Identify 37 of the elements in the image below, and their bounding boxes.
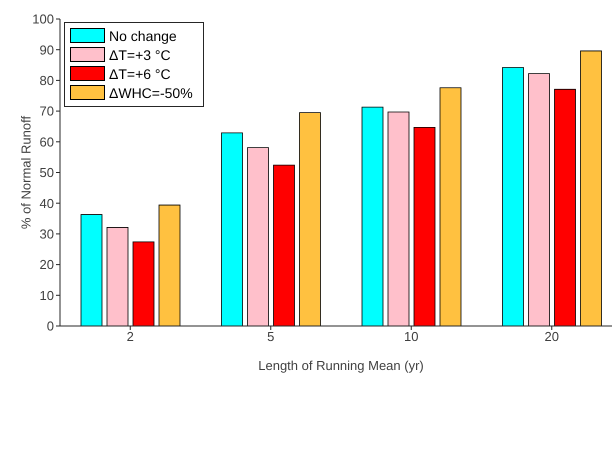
x-axis-title: Length of Running Mean (yr) <box>258 358 424 373</box>
y-axis-title: % of Normal Runoff <box>18 116 34 230</box>
bar <box>440 87 462 326</box>
bar <box>554 88 576 326</box>
bar <box>106 227 128 326</box>
y-tick-label: 70 <box>40 104 54 119</box>
bar <box>158 204 180 326</box>
legend-label: ΔWHC=-50% <box>109 84 193 100</box>
bar <box>247 147 269 326</box>
y-tick-label: 30 <box>40 226 54 242</box>
bar <box>388 112 410 326</box>
y-tick-label: 80 <box>40 73 54 88</box>
y-tick-label: 10 <box>40 288 54 303</box>
y-tick-label: 100 <box>32 12 54 27</box>
bar <box>362 106 384 326</box>
y-tick-label: 50 <box>40 165 54 180</box>
legend-label: ΔT=+3 °C <box>109 46 171 62</box>
bar <box>414 126 436 326</box>
bar <box>502 67 524 326</box>
x-tick-label: 5 <box>267 329 274 344</box>
bar <box>132 241 154 326</box>
bar <box>273 164 295 326</box>
bar <box>299 112 321 326</box>
y-tick-label: 60 <box>40 134 54 150</box>
y-tick-label: 40 <box>40 196 54 211</box>
bar <box>221 132 243 326</box>
x-tick-label: 2 <box>126 329 134 344</box>
y-tick-label: 0 <box>46 318 54 334</box>
x-tick-label: 10 <box>404 329 418 344</box>
legend-label: ΔT=+6 °C <box>109 66 171 82</box>
bar <box>528 73 550 326</box>
y-tick-label: 90 <box>40 42 54 58</box>
y-tick-label: 20 <box>40 257 54 272</box>
bar <box>580 50 602 326</box>
bar <box>80 214 102 326</box>
x-tick-label: 20 <box>544 329 559 344</box>
legend-label: No change <box>109 28 177 44</box>
